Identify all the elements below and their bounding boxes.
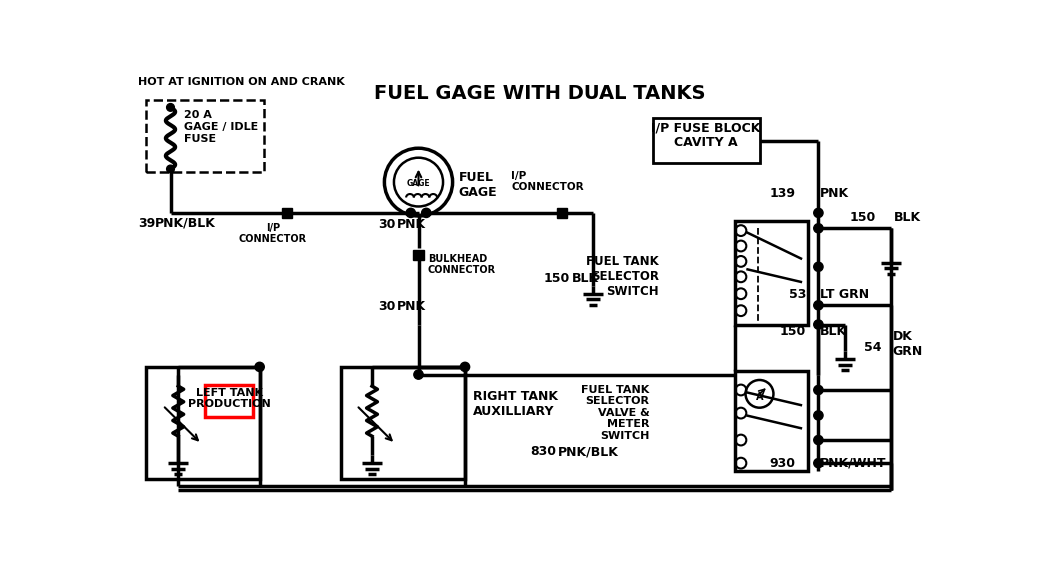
Text: PNK: PNK xyxy=(396,300,426,313)
Circle shape xyxy=(414,370,423,379)
Circle shape xyxy=(406,208,415,218)
Text: 139: 139 xyxy=(769,187,795,200)
Circle shape xyxy=(814,301,823,310)
Bar xyxy=(413,250,424,260)
Text: PNK/BLK: PNK/BLK xyxy=(558,446,619,458)
Circle shape xyxy=(814,386,823,394)
Bar xyxy=(145,367,259,478)
Bar xyxy=(557,208,567,218)
Bar xyxy=(652,118,760,163)
Circle shape xyxy=(814,411,823,420)
Text: FUEL
GAGE: FUEL GAGE xyxy=(458,171,497,198)
Circle shape xyxy=(255,362,265,372)
Text: BULKHEAD
CONNECTOR: BULKHEAD CONNECTOR xyxy=(428,254,496,275)
Text: FUEL TANK
SELECTOR
VALVE &
METER
SWITCH: FUEL TANK SELECTOR VALVE & METER SWITCH xyxy=(581,384,649,441)
Text: 930: 930 xyxy=(769,457,795,470)
Text: GAGE: GAGE xyxy=(407,179,430,188)
Bar xyxy=(281,208,292,218)
Circle shape xyxy=(167,103,174,112)
Circle shape xyxy=(461,362,470,372)
Bar xyxy=(735,221,808,325)
Circle shape xyxy=(167,165,174,173)
Text: PNK: PNK xyxy=(396,218,426,231)
Circle shape xyxy=(422,208,431,218)
Text: BLK: BLK xyxy=(820,325,847,338)
Text: RIGHT TANK
AUXILLIARY: RIGHT TANK AUXILLIARY xyxy=(473,390,558,418)
Text: BLK: BLK xyxy=(894,211,921,224)
Text: BLK: BLK xyxy=(572,272,599,285)
Circle shape xyxy=(814,458,823,468)
Circle shape xyxy=(814,262,823,271)
Text: LEFT TANK
PRODUCTION: LEFT TANK PRODUCTION xyxy=(188,387,271,409)
Text: PNK/BLK: PNK/BLK xyxy=(155,217,216,230)
Bar xyxy=(735,371,808,471)
Text: 30: 30 xyxy=(378,218,395,231)
Circle shape xyxy=(814,320,823,329)
Text: I/P
CONNECTOR: I/P CONNECTOR xyxy=(511,171,584,192)
Bar xyxy=(206,384,253,417)
Text: 830: 830 xyxy=(530,446,557,458)
Text: HOT AT IGNITION ON AND CRANK: HOT AT IGNITION ON AND CRANK xyxy=(138,76,345,87)
Text: 150: 150 xyxy=(780,325,806,338)
Text: 53: 53 xyxy=(788,288,806,302)
Bar xyxy=(341,367,465,478)
Text: A: A xyxy=(756,392,763,402)
Circle shape xyxy=(814,208,823,218)
Text: PNK: PNK xyxy=(820,187,850,200)
Text: FUEL GAGE WITH DUAL TANKS: FUEL GAGE WITH DUAL TANKS xyxy=(374,85,706,103)
Text: 30: 30 xyxy=(378,300,395,313)
Text: I/P FUSE BLOCK
CAVITY A: I/P FUSE BLOCK CAVITY A xyxy=(651,122,761,149)
Text: 150: 150 xyxy=(544,272,569,285)
Text: 20 A
GAGE / IDLE
FUSE: 20 A GAGE / IDLE FUSE xyxy=(184,110,258,144)
Bar xyxy=(145,100,264,172)
Text: 54: 54 xyxy=(864,341,882,354)
Circle shape xyxy=(814,436,823,445)
Text: 150: 150 xyxy=(850,211,876,224)
Circle shape xyxy=(814,224,823,233)
Text: FUEL TANK
SELECTOR
SWITCH: FUEL TANK SELECTOR SWITCH xyxy=(586,255,659,298)
Text: LT GRN: LT GRN xyxy=(820,288,870,302)
Text: 39: 39 xyxy=(138,217,155,230)
Text: I/P
CONNECTOR: I/P CONNECTOR xyxy=(239,223,307,245)
Text: PNK/WHT: PNK/WHT xyxy=(820,457,886,470)
Text: DK
GRN: DK GRN xyxy=(893,330,923,358)
